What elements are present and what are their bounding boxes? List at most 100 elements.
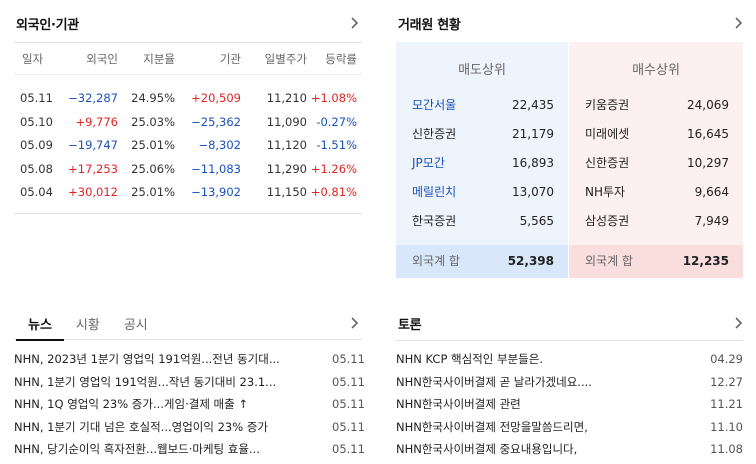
broker-value: 22,435 [512, 98, 554, 112]
post-title: NHN한국사이버결제 관련 [396, 397, 521, 411]
post-date: 04.29 [710, 352, 743, 366]
broker-name: 키움증권 [585, 98, 630, 112]
post-title: NHN KCP 핵심적인 부분들은. [396, 352, 543, 366]
buy-item[interactable]: 신한증권 10,297 [569, 149, 743, 178]
col-date: 일자 [22, 52, 44, 66]
cell-share: 25.01% [131, 185, 175, 199]
broker-value: 16,893 [512, 156, 554, 170]
list-item[interactable]: NHN, 2023년 1분기 영업익 191억원...전년 동기대... 05.1… [14, 348, 365, 371]
news-title: NHN, 당기순이익 흑자전환...웹보드·마케팅 효율... [14, 442, 260, 456]
news-date: 05.11 [332, 374, 365, 389]
list-item[interactable]: NHN한국사이버결제 전망을말씀드리면, 11.10 [396, 416, 743, 439]
cell-foreign: +9,776 [75, 114, 118, 129]
cell-date: 05.09 [20, 138, 53, 152]
post-title: NHN한국사이버결제 중요내용입니다, [396, 442, 578, 456]
post-title: NHN한국사이버결제 전망을말씀드리면, [396, 419, 588, 434]
tab-disclosure[interactable]: 공시 [123, 318, 148, 333]
buy-item[interactable]: NH투자 9,664 [569, 178, 743, 207]
cell-rate: -1.51% [316, 138, 357, 152]
broker-name: 메릴린치 [412, 185, 457, 199]
table-header: 일자 외국인 지분율 기관 일별주가 등락률 [14, 43, 362, 75]
chevron-right-icon[interactable] [350, 16, 362, 30]
cell-date: 05.08 [20, 161, 53, 176]
sell-column: 매도상위 모간서울 22,435 신한증권 21,179 JP모간 16,893 메릴린치 1… [396, 42, 569, 278]
news-date: 05.11 [332, 397, 365, 411]
buy-total-value: 12,235 [682, 254, 729, 268]
post-date: 12.27 [710, 374, 743, 389]
post-date: 11.21 [710, 397, 743, 411]
cell-date: 05.11 [20, 91, 53, 105]
investor-title: 외국인·기관 [16, 18, 79, 33]
cell-price: 11,210 [266, 91, 307, 105]
broker-value: 10,297 [687, 156, 729, 170]
post-title: NHN한국사이버결제 곧 날라가겠네요.... [396, 374, 592, 389]
list-item[interactable]: NHN, 1Q 영업익 23% 증가...게임·결제 매출 ↑ 05.11 [14, 393, 365, 416]
list-item[interactable]: NHN한국사이버결제 중요내용입니다, 11.08 [396, 438, 743, 461]
buy-item[interactable]: 삼성증권 7,949 [569, 207, 743, 236]
list-item[interactable]: NHN한국사이버결제 곧 날라가겠네요.... 12.27 [396, 371, 743, 394]
cell-price: 11,150 [266, 185, 307, 199]
chevron-right-icon[interactable] [350, 316, 362, 330]
list-item[interactable]: NHN KCP 핵심적인 부분들은. 04.29 [396, 348, 743, 371]
broker-value: 9,664 [694, 185, 729, 199]
broker-name: 신한증권 [412, 127, 457, 141]
sell-list: 모간서울 22,435 신한증권 21,179 JP모간 16,893 메릴린치 13,070… [396, 91, 568, 236]
sell-item[interactable]: 모간서울 22,435 [396, 91, 568, 120]
cell-date: 05.10 [20, 114, 53, 129]
cell-inst: −13,902 [191, 185, 241, 199]
chevron-right-icon[interactable] [734, 316, 746, 330]
cell-inst: −25,362 [191, 114, 241, 129]
cell-foreign: +30,012 [68, 185, 118, 199]
broker-table: 매도상위 모간서울 22,435 신한증권 21,179 JP모간 16,893 메릴린치 1… [396, 42, 743, 278]
sell-item[interactable]: 신한증권 21,179 [396, 120, 568, 149]
broker-value: 13,070 [512, 185, 554, 199]
list-item[interactable]: NHN, 1분기 영업익 191억원...작년 동기대비 23.1... 05.1… [14, 371, 365, 394]
cell-rate: +0.81% [310, 185, 357, 199]
cell-rate: +1.26% [310, 161, 357, 176]
broker-value: 16,645 [687, 127, 729, 141]
news-title: NHN, 2023년 1분기 영업익 191억원...전년 동기대... [14, 352, 280, 366]
table-row: 05.04 +30,012 25.01% −13,902 11,150 +0.81% [14, 181, 362, 205]
news-list: NHN, 2023년 1분기 영업익 191억원...전년 동기대... 05.1… [14, 348, 365, 461]
col-inst: 기관 [219, 52, 241, 66]
list-item[interactable]: NHN한국사이버결제 관련 11.21 [396, 393, 743, 416]
table-row: 05.11 −32,287 24.95% +20,509 11,210 +1.08% [14, 87, 362, 111]
cell-share: 24.95% [131, 91, 175, 105]
col-share: 지분율 [143, 52, 175, 66]
news-date: 05.11 [332, 419, 365, 434]
investor-rows: 05.11 −32,287 24.95% +20,509 11,210 +1.08% 05.… [14, 75, 362, 214]
list-item[interactable]: NHN, 당기순이익 흑자전환...웹보드·마케팅 효율... 05.11 [14, 438, 365, 461]
tab-market[interactable]: 시황 [75, 318, 100, 333]
discussion-title: 토론 [398, 318, 422, 333]
buy-item[interactable]: 미래에셋 16,645 [569, 120, 743, 149]
chevron-right-icon[interactable] [734, 16, 746, 30]
broker-value: 24,069 [687, 98, 729, 112]
cell-date: 05.04 [20, 185, 53, 199]
buy-total: 외국계 합 12,235 [569, 245, 743, 278]
sell-item[interactable]: JP모간 16,893 [396, 149, 568, 178]
buy-list: 키움증권 24,069 미래에셋 16,645 신한증권 10,297 NH투자 9,664 삼… [569, 91, 743, 236]
cell-share: 25.03% [131, 114, 175, 129]
table-row: 05.10 +9,776 25.03% −25,362 11,090 -0.27% [14, 111, 362, 135]
cell-foreign: −32,287 [68, 91, 118, 105]
broker-name: JP모간 [412, 156, 445, 170]
divider [396, 340, 743, 341]
buy-column: 매수상위 키움증권 24,069 미래에셋 16,645 신한증권 10,297 NH투자 9… [569, 42, 743, 278]
cell-rate: -0.27% [316, 114, 357, 129]
broker-title: 거래원 현황 [398, 18, 461, 33]
discussion-panel: 토론 NHN KCP 핵심적인 부분들은. 04.29 NHN한국사이버결제 곧 날… [396, 300, 746, 464]
news-title: NHN, 1분기 영업익 191억원...작년 동기대비 23.1... [14, 374, 277, 389]
sell-total: 외국계 합 52,398 [396, 245, 568, 278]
list-item[interactable]: NHN, 1분기 기대 넘은 호실적...영업이익 23% 증가 05.11 [14, 416, 365, 439]
broker-value: 21,179 [512, 127, 554, 141]
buy-item[interactable]: 키움증권 24,069 [569, 91, 743, 120]
cell-share: 25.01% [131, 138, 175, 152]
news-panel: 뉴스 시황 공시 NHN, 2023년 1분기 영업익 191억원...전년 동… [14, 300, 365, 464]
cell-inst: +20,509 [191, 91, 241, 105]
tab-news[interactable]: 뉴스 [16, 300, 64, 341]
buy-header: 매수상위 [632, 63, 680, 78]
investor-panel: 외국인·기관 일자 외국인 지분율 기관 일별주가 등락률 05.11 −32,2… [14, 0, 362, 240]
buy-total-label: 외국계 합 [585, 254, 633, 268]
sell-item[interactable]: 메릴린치 13,070 [396, 178, 568, 207]
sell-item[interactable]: 한국증권 5,565 [396, 207, 568, 236]
